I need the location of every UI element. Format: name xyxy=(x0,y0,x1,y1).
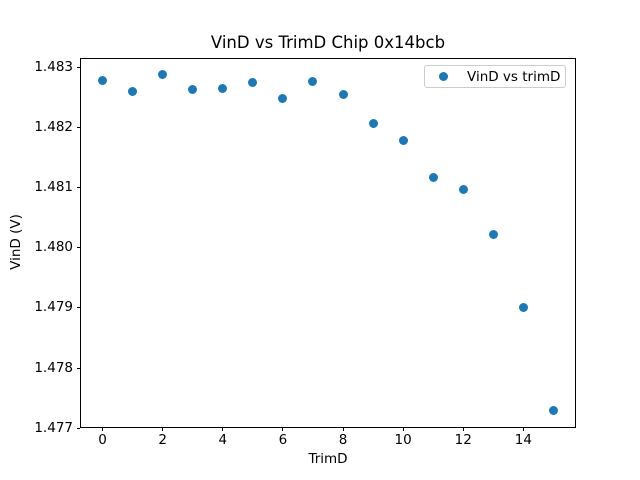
y-tick-label: 1.481 xyxy=(34,179,73,196)
scatter-point xyxy=(428,172,438,182)
scatter-point xyxy=(98,76,108,86)
x-tick-mark xyxy=(162,427,164,431)
y-tick-label: 1.480 xyxy=(34,239,73,256)
x-tick-label: 14 xyxy=(514,432,532,448)
scatter-point xyxy=(218,84,228,94)
scatter-point xyxy=(158,69,168,79)
scatter-point xyxy=(458,184,468,194)
x-tick-label: 4 xyxy=(218,432,228,448)
legend-scatter-marker-icon xyxy=(439,72,448,81)
x-tick-mark xyxy=(522,427,524,431)
legend-label: VinD vs trimD xyxy=(467,68,561,85)
x-tick-mark xyxy=(282,427,284,431)
y-tick-mark xyxy=(76,127,80,129)
y-tick-label: 1.478 xyxy=(34,359,73,376)
plot-area xyxy=(80,57,576,428)
scatter-point xyxy=(548,406,558,416)
legend: VinD vs trimD xyxy=(424,65,566,88)
x-tick-label: 8 xyxy=(338,432,348,448)
y-tick-mark xyxy=(76,427,80,429)
y-tick-mark xyxy=(76,247,80,249)
y-tick-mark xyxy=(76,367,80,369)
scatter-point xyxy=(368,119,378,129)
y-tick-mark xyxy=(76,307,80,309)
scatter-point xyxy=(338,89,348,99)
y-axis-label: VinD (V) xyxy=(8,214,24,270)
scatter-point xyxy=(398,135,408,145)
scatter-point xyxy=(188,84,198,94)
y-tick-label: 1.479 xyxy=(34,299,73,316)
x-tick-label: 10 xyxy=(394,432,412,448)
y-tick-mark xyxy=(76,67,80,69)
x-tick-label: 2 xyxy=(158,432,167,448)
x-axis-label: TrimD xyxy=(308,451,348,467)
x-tick-mark xyxy=(102,427,104,431)
x-tick-label: 12 xyxy=(454,432,472,448)
x-tick-mark xyxy=(222,427,224,431)
scatter-point xyxy=(518,303,528,313)
scatter-point xyxy=(308,77,318,87)
x-tick-mark xyxy=(402,427,404,431)
scatter-point xyxy=(488,229,498,239)
x-tick-mark xyxy=(462,427,464,431)
scatter-point xyxy=(278,94,288,104)
x-tick-label: 0 xyxy=(98,432,107,448)
x-tick-mark xyxy=(342,427,344,431)
chart-title: VinD vs TrimD Chip 0x14bcb xyxy=(210,33,446,52)
x-tick-label: 6 xyxy=(278,432,288,448)
y-tick-label: 1.477 xyxy=(34,419,73,436)
y-tick-label: 1.482 xyxy=(34,119,73,136)
y-tick-mark xyxy=(76,187,80,189)
scatter-point xyxy=(248,78,258,88)
y-tick-label: 1.483 xyxy=(34,59,73,76)
scatter-point xyxy=(128,87,138,97)
